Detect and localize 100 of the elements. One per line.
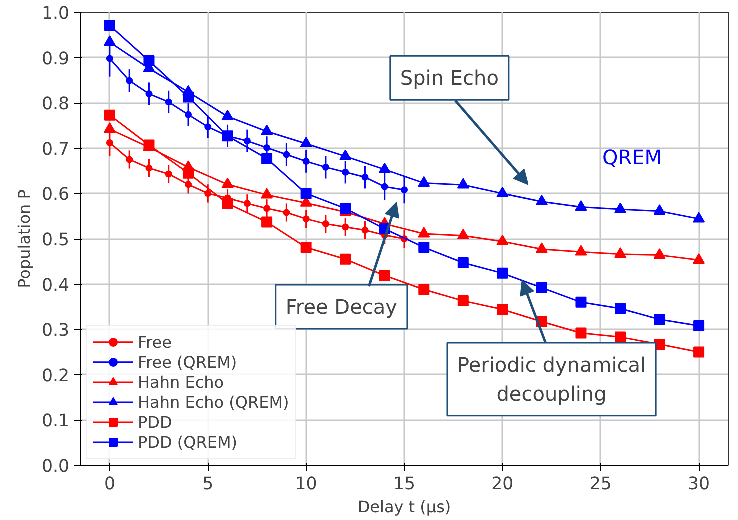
point — [106, 139, 114, 146]
point — [340, 254, 352, 265]
y-tick-label: 0.1 — [42, 412, 70, 432]
y-tick-label: 0.6 — [42, 185, 70, 206]
point — [362, 226, 369, 234]
y-tick-label: 0.3 — [42, 321, 70, 342]
point — [222, 178, 234, 188]
x-tick-label: 15 — [393, 474, 416, 494]
point — [262, 216, 273, 228]
point — [418, 227, 430, 238]
y-tick-label: 0.8 — [42, 94, 70, 115]
point — [165, 98, 172, 106]
point — [576, 296, 587, 308]
x-axis-title: Delay t (μs) — [358, 498, 452, 516]
point — [496, 186, 509, 198]
point — [185, 181, 192, 188]
x-tick-label: 25 — [590, 474, 612, 494]
point — [536, 242, 548, 254]
point — [244, 138, 251, 145]
point — [300, 137, 312, 148]
point — [144, 55, 155, 66]
legend-label: Hahn Echo (QREM) — [138, 392, 290, 412]
y-tick-label: 0.0 — [42, 457, 70, 477]
x-tick-label: 10 — [295, 474, 318, 494]
x-tick-label: 30 — [688, 474, 710, 494]
point — [536, 195, 548, 206]
annotation: Spin Echo — [400, 66, 499, 90]
point — [497, 268, 508, 279]
point — [322, 220, 330, 228]
point — [615, 303, 626, 314]
point — [614, 248, 626, 258]
point — [302, 158, 310, 166]
point — [418, 242, 430, 254]
point — [244, 200, 251, 208]
point — [575, 200, 588, 211]
point — [418, 176, 430, 187]
point — [106, 55, 114, 62]
point — [264, 205, 271, 212]
point — [457, 228, 470, 240]
point — [615, 332, 626, 343]
y-tick-label: 0.5 — [42, 230, 70, 250]
point — [222, 198, 234, 210]
point — [185, 111, 192, 118]
point — [204, 190, 212, 198]
point — [693, 253, 706, 264]
point — [496, 234, 509, 246]
legend-label: PDD (QREM) — [138, 432, 238, 452]
point — [222, 110, 234, 120]
y-axis-title: Population P — [14, 189, 34, 288]
point — [146, 164, 153, 172]
point — [576, 328, 587, 339]
point — [262, 153, 273, 164]
point — [693, 212, 706, 223]
legend-label: Free — [138, 332, 172, 352]
annotation: Free Decay — [286, 294, 398, 319]
point — [261, 124, 274, 136]
point — [342, 224, 350, 231]
point — [104, 122, 116, 134]
point — [300, 188, 312, 200]
point — [694, 346, 705, 358]
point — [381, 183, 388, 190]
legend-label: PDD — [138, 412, 172, 432]
point — [401, 186, 408, 194]
point — [165, 170, 172, 178]
point — [264, 144, 271, 152]
point — [575, 245, 588, 256]
point — [261, 188, 274, 199]
point — [418, 284, 430, 296]
point — [104, 36, 116, 46]
point — [126, 77, 134, 84]
point — [146, 90, 153, 98]
point — [457, 178, 470, 189]
point — [362, 174, 369, 181]
point — [379, 270, 390, 282]
y-tick-label: 0.2 — [42, 366, 70, 386]
point — [614, 202, 626, 214]
point — [322, 164, 330, 171]
point — [458, 296, 469, 307]
point — [342, 168, 350, 176]
point — [302, 216, 310, 223]
annotation: Periodic dynamical decoupling — [457, 353, 646, 406]
point — [654, 248, 666, 259]
point — [536, 282, 548, 294]
x-tick-label: 0 — [104, 474, 116, 494]
y-tick-label: 0.7 — [42, 140, 70, 160]
x-tick-label: 20 — [492, 474, 514, 494]
point — [300, 242, 312, 254]
point — [283, 209, 290, 216]
legend-label: Hahn Echo — [138, 372, 224, 392]
point — [654, 314, 666, 326]
point — [694, 320, 705, 332]
point — [104, 110, 116, 121]
point — [104, 20, 116, 32]
x-tick-label: 5 — [202, 474, 214, 494]
point — [126, 156, 134, 164]
point — [283, 151, 290, 158]
point — [183, 168, 194, 179]
point — [654, 204, 666, 216]
point — [340, 150, 352, 160]
point — [183, 92, 194, 103]
